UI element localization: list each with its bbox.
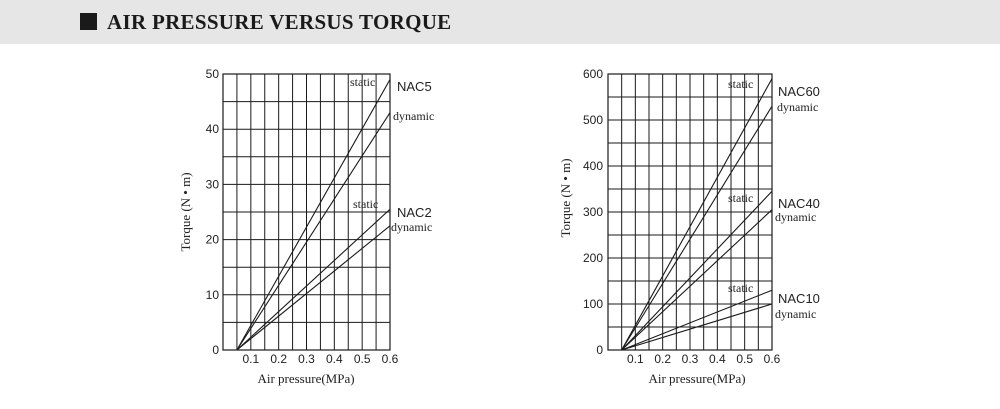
- series-label-dynamic: dynamic: [391, 220, 432, 234]
- x-tick-label: 0.4: [326, 352, 343, 366]
- x-tick-label: 0.2: [654, 352, 671, 366]
- y-tick-label: 200: [583, 251, 603, 265]
- y-tick-label: 20: [206, 233, 220, 247]
- model-label: NAC60: [778, 84, 820, 99]
- series-line-nac10-dynamic: [621, 303, 773, 351]
- model-label: NAC2: [397, 205, 432, 220]
- x-tick-label: 0.5: [736, 352, 753, 366]
- model-label: NAC40: [778, 196, 820, 211]
- y-tick-label: 400: [583, 159, 603, 173]
- x-tick-label: 0.3: [298, 352, 315, 366]
- plot-frame: [607, 73, 773, 351]
- bullet-square-icon: [80, 13, 97, 30]
- x-tick-label: 0.1: [242, 352, 259, 366]
- y-axis-title: Torque (N • m): [558, 158, 573, 237]
- x-axis-title: Air pressure(MPa): [648, 371, 745, 386]
- y-tick-label: 10: [206, 288, 220, 302]
- series-line-nac5-static: [236, 79, 391, 351]
- grid: [222, 73, 391, 351]
- x-tick-label: 0.3: [682, 352, 699, 366]
- series-label-dynamic: dynamic: [775, 307, 816, 321]
- page-title: AIR PRESSURE VERSUS TORQUE: [107, 10, 452, 34]
- series-line-nac2-dynamic: [236, 225, 391, 351]
- y-tick-label: 600: [583, 67, 603, 81]
- x-tick-label: 0.5: [354, 352, 371, 366]
- y-tick-label: 40: [206, 122, 220, 136]
- series-line-nac40-dynamic: [621, 209, 773, 351]
- series-line-nac10-static: [621, 289, 773, 351]
- series-label-static: static: [353, 197, 378, 211]
- series-label-static: static: [728, 191, 753, 205]
- series-label-dynamic: dynamic: [777, 100, 818, 114]
- chart-nac-large: 0 100 200 300 400 500 600 0.1 0.2 0.3 0.4 0.5 0.6 Air…: [558, 67, 820, 386]
- header-bar: AIR PRESSURE VERSUS TORQUE: [0, 0, 1000, 44]
- y-tick-label: 0: [596, 343, 603, 357]
- series-label-dynamic: dynamic: [393, 109, 434, 123]
- y-tick-label: 300: [583, 205, 603, 219]
- y-axis-title: Torque (N • m): [178, 172, 193, 251]
- plot-frame: [222, 73, 391, 351]
- x-tick-label: 0.4: [709, 352, 726, 366]
- grid: [607, 73, 773, 351]
- series-line-nac60-dynamic: [621, 105, 773, 351]
- x-axis-title: Air pressure(MPa): [257, 371, 354, 386]
- series-line-nac5-dynamic: [236, 112, 391, 351]
- y-tick-label: 0: [212, 343, 219, 357]
- model-label: NAC5: [397, 79, 432, 94]
- y-tick-label: 50: [206, 67, 220, 81]
- series-label-dynamic: dynamic: [775, 210, 816, 224]
- series-line-nac40-static: [621, 190, 773, 351]
- y-tick-label: 500: [583, 113, 603, 127]
- x-tick-label: 0.6: [764, 352, 781, 366]
- series-label-static: static: [728, 281, 753, 295]
- series-line-nac60-static: [621, 78, 773, 351]
- series-label-static: static: [728, 77, 753, 91]
- y-tick-label: 30: [206, 177, 220, 191]
- chart-nac-small: 0 10 20 30 40 50 0.1 0.2 0.3 0.4 0.5 0.6 Air pressur…: [178, 67, 434, 386]
- y-tick-label: 100: [583, 297, 603, 311]
- series-label-static: static: [350, 75, 375, 89]
- x-tick-label: 0.6: [382, 352, 399, 366]
- x-tick-label: 0.1: [627, 352, 644, 366]
- x-tick-label: 0.2: [270, 352, 287, 366]
- model-label: NAC10: [778, 291, 820, 306]
- series-line-nac2-static: [236, 208, 391, 351]
